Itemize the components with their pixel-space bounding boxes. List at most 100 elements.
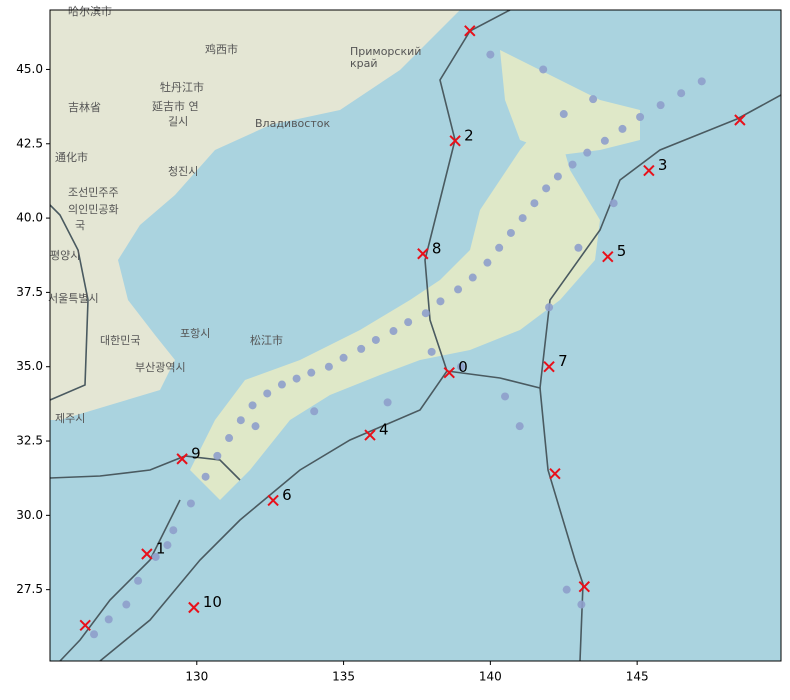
y-tick-label: 37.5 [16, 285, 43, 299]
earthquake-point [436, 297, 445, 306]
station-marker [176, 453, 188, 465]
map-label: 길시 [168, 115, 188, 128]
map-label: 서울특별시 [48, 292, 99, 305]
map-label: 牡丹江市 [160, 80, 204, 94]
earthquake-point [339, 353, 348, 362]
earthquake-point [542, 184, 551, 193]
earthquake-point [225, 434, 234, 443]
map-label: Владивосток [255, 117, 330, 130]
earthquake-point [518, 214, 527, 223]
map-label: 鸡西市 [205, 42, 238, 56]
earthquake-point [263, 389, 272, 398]
map-label: 通化市 [55, 150, 88, 164]
station-marker [549, 468, 561, 480]
map-label: 延吉市 연 [152, 99, 199, 113]
map-label: 吉林省 [68, 100, 101, 114]
earthquake-point [515, 422, 524, 431]
x-tick-label: 145 [626, 670, 649, 684]
station-label: 0 [458, 358, 468, 376]
earthquake-point [371, 335, 380, 344]
earthquake-point [213, 451, 222, 460]
x-tick-label: 140 [479, 670, 502, 684]
map-label: 哈尔滨市 [68, 4, 112, 18]
plot-area: 0 1 2 3 4 5 6 7 8 9 10 [79, 25, 746, 639]
station-marker [188, 601, 200, 614]
station-marker [464, 25, 476, 37]
earthquake-point [122, 600, 131, 609]
earthquake-point [583, 148, 592, 157]
earthquake-point [568, 160, 577, 169]
earthquake-point [248, 401, 257, 410]
y-tick-label: 30.0 [16, 508, 43, 522]
station-label: 2 [464, 126, 474, 144]
earthquake-point [383, 398, 392, 407]
station-label: 8 [432, 239, 442, 257]
earthquake-point [292, 374, 301, 383]
map-label: Приморский [350, 45, 421, 58]
earthquake-point [574, 243, 583, 252]
earthquake-point [307, 368, 316, 377]
earthquake-point [545, 303, 554, 312]
earthquake-point [506, 228, 515, 237]
y-tick-label: 27.5 [16, 582, 43, 596]
earthquake-point [427, 347, 436, 356]
earthquake-point [236, 416, 245, 425]
map-label: 대한민국 [100, 334, 140, 347]
earthquake-point [104, 615, 113, 624]
earthquake-point [201, 472, 210, 481]
station-label: 4 [379, 421, 389, 439]
earthquake-point [600, 136, 609, 145]
station-label: 3 [658, 156, 668, 174]
earthquake-point [539, 65, 548, 74]
earthquake-point [562, 585, 571, 594]
x-tick-label: 130 [185, 670, 208, 684]
earthquake-point [486, 50, 495, 59]
station-marker [602, 251, 614, 263]
station-label: 7 [558, 352, 568, 370]
station-label: 5 [617, 242, 627, 260]
map-label: 의인민공화 [68, 203, 119, 216]
earthquake-point [609, 199, 618, 208]
map-label: 국 [75, 219, 85, 232]
earthquake-point [421, 309, 430, 318]
earthquake-point [495, 243, 504, 252]
station-marker [417, 248, 429, 260]
earthquake-point [656, 101, 665, 110]
earthquake-point [169, 526, 178, 535]
station-marker [543, 361, 555, 373]
earthquake-point [636, 113, 645, 122]
earthquake-point [468, 273, 477, 282]
earthquake-point [677, 89, 686, 98]
earthquake-point [483, 258, 492, 267]
earthquake-point [559, 110, 568, 119]
earthquake-point [357, 344, 366, 353]
station-label: 6 [282, 486, 292, 504]
map-background [50, 10, 781, 661]
map-label: 조선민주주 [68, 186, 119, 199]
station-marker [643, 164, 655, 177]
earthquake-point [151, 552, 160, 561]
map-label: 청진시 [168, 165, 198, 178]
station-label: 9 [191, 444, 201, 462]
y-tick-label: 45.0 [16, 62, 43, 76]
map-label: 부산광역시 [135, 361, 186, 374]
earthquake-point [134, 576, 143, 585]
earthquake-point [251, 422, 260, 431]
y-tick-label: 35.0 [16, 359, 43, 373]
station-marker [141, 548, 153, 560]
station-marker [364, 429, 376, 441]
earthquake-point [310, 407, 319, 416]
earthquake-point [530, 199, 539, 208]
earthquake-point [577, 600, 586, 609]
y-tick-label: 40.0 [16, 211, 43, 225]
station-label: 1 [156, 539, 166, 557]
station-marker [734, 114, 746, 126]
earthquake-point [501, 392, 510, 401]
y-tick-label: 42.5 [16, 136, 43, 150]
station-marker [449, 135, 461, 147]
axes-frame [49, 9, 782, 662]
earthquake-point [618, 124, 627, 133]
earthquake-point [186, 499, 195, 508]
